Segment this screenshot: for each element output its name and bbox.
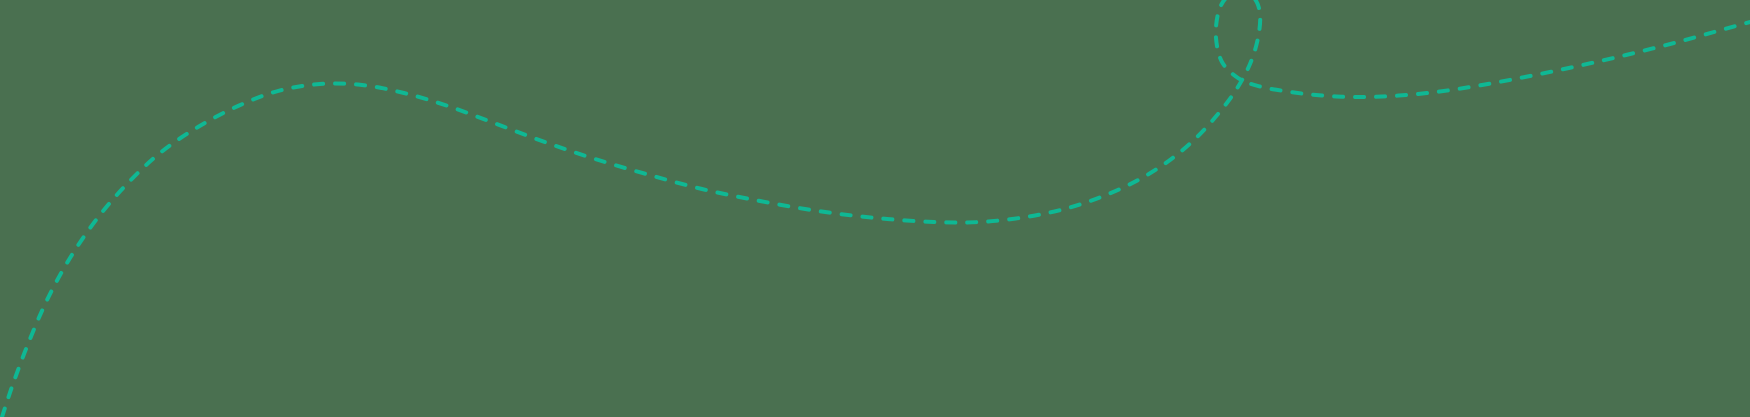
dashed-journey-path xyxy=(0,0,1750,417)
dashed-path-svg: Dashed teal path curving across a green … xyxy=(0,0,1750,417)
decorative-graphic-canvas: Dashed teal path curving across a green … xyxy=(0,0,1750,417)
background-rect xyxy=(0,0,1750,417)
